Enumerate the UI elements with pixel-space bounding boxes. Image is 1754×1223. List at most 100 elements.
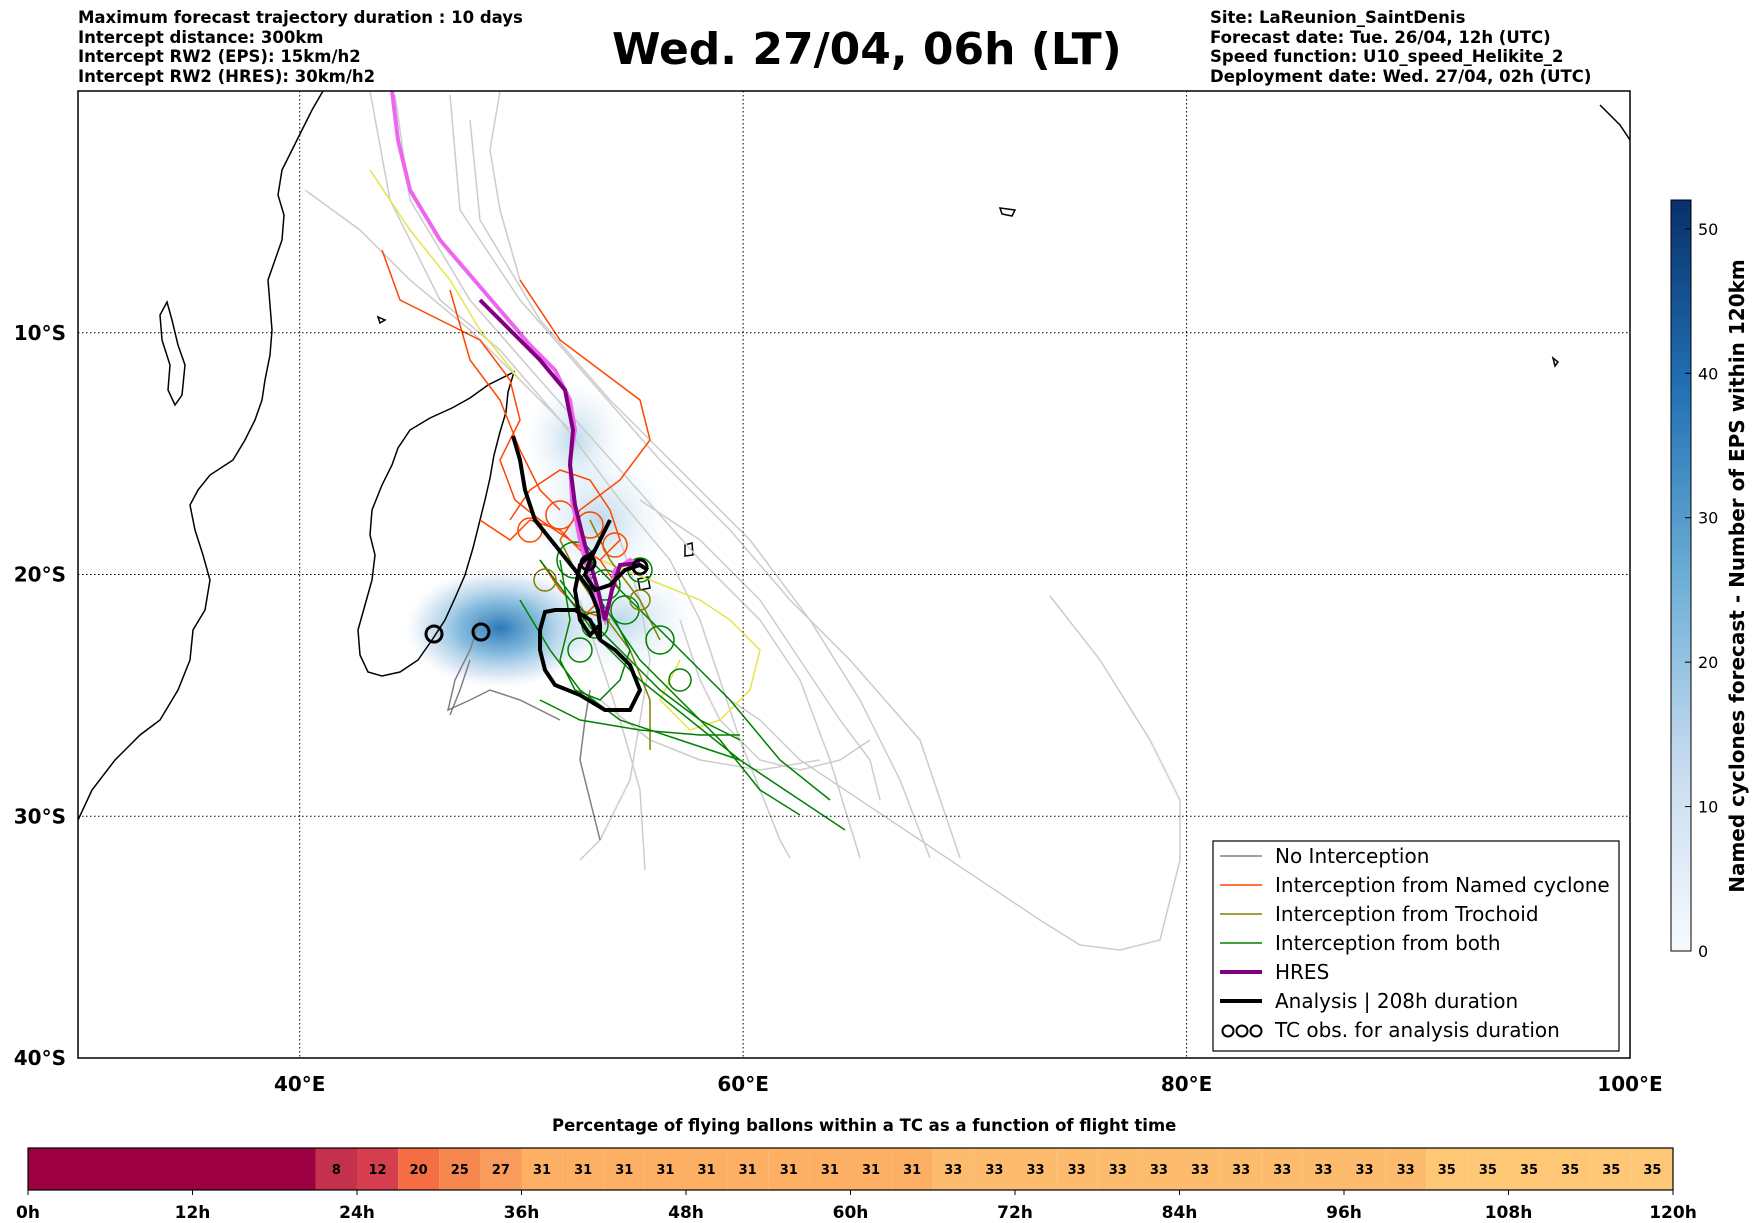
flight-bar-value: 35 xyxy=(1438,1163,1456,1178)
flight-bar-segment xyxy=(1344,1148,1386,1190)
lat-tick-labels: 10°S 20°S 30°S 40°S xyxy=(14,321,66,1070)
colorbar-tick-label: 0 xyxy=(1698,942,1708,961)
flight-bar-value: 8 xyxy=(332,1163,341,1178)
flight-bar-value: 31 xyxy=(780,1163,798,1178)
flight-bar-segment xyxy=(357,1148,399,1190)
flight-bar-value: 35 xyxy=(1561,1163,1579,1178)
flight-bar-segment xyxy=(1508,1148,1550,1190)
flight-bar-segment xyxy=(1097,1148,1139,1190)
legend-label: Interception from both xyxy=(1275,931,1501,955)
flight-bar-value: 33 xyxy=(1356,1163,1374,1178)
flight-bar-segment xyxy=(398,1148,440,1190)
legend-entry: No Interception xyxy=(1220,844,1429,868)
flight-bar-value: 31 xyxy=(862,1163,880,1178)
flight-bar-value: 35 xyxy=(1643,1163,1661,1178)
trajectories-yellow xyxy=(369,169,761,731)
flight-bar-value: 31 xyxy=(656,1163,674,1178)
legend-label: Interception from Trochoid xyxy=(1275,902,1539,926)
flight-bar-segment xyxy=(644,1148,686,1190)
lon-tick-label: 40°E xyxy=(274,1072,326,1096)
info-max-duration: Maximum forecast trajectory duration : 1… xyxy=(78,8,523,27)
lake-outline xyxy=(159,300,186,407)
info-deployment-date: Deployment date: Wed. 27/04, 02h (UTC) xyxy=(1210,66,1592,86)
legend: No Interception Interception from Named c… xyxy=(1212,840,1620,1052)
trajectories-no-interception xyxy=(446,619,601,841)
main-title: Wed. 27/04, 06h (LT) xyxy=(612,24,1122,75)
lat-tick-label: 30°S xyxy=(14,804,66,828)
flight-bar-segment xyxy=(562,1148,604,1190)
colorbar-gradient xyxy=(1670,199,1692,952)
coastline xyxy=(78,91,1630,821)
arabia-tip xyxy=(1599,104,1630,141)
flight-bar-value: 27 xyxy=(492,1163,510,1178)
flight-bar-value: 33 xyxy=(1109,1163,1127,1178)
madagascar-coast xyxy=(357,370,516,677)
info-intercept-eps: Intercept RW2 (EPS): 15km/h2 xyxy=(78,47,361,66)
flight-bar-value: 31 xyxy=(615,1163,633,1178)
flight-bar-segment xyxy=(480,1148,522,1190)
flight-bar-value: 31 xyxy=(739,1163,757,1178)
colorbar-tick-label: 50 xyxy=(1698,220,1718,239)
lat-tick-label: 20°S xyxy=(14,563,66,587)
analysis-trajectory xyxy=(511,435,650,712)
map-frame xyxy=(77,90,1631,1059)
flight-bar-axis-label: 120h xyxy=(1649,1203,1697,1223)
island-comoros xyxy=(376,315,387,325)
flight-bar-segment xyxy=(1261,1148,1303,1190)
tc-obs-marker xyxy=(424,624,444,644)
info-right-block: Site: LaReunion_SaintDenis Forecast date… xyxy=(1210,8,1591,86)
flight-bar-segment xyxy=(603,1148,645,1190)
flight-bar-segment xyxy=(1631,1148,1673,1190)
info-speed-function: Speed function: U10_speed_Helikite_2 xyxy=(1210,47,1564,66)
africa-coast xyxy=(78,91,324,821)
legend-entry: Interception from both xyxy=(1220,931,1501,955)
flight-bar-segment xyxy=(1056,1148,1098,1190)
colorbar-tick-label: 30 xyxy=(1698,509,1718,528)
flight-bar-axis-label: 12h xyxy=(175,1203,211,1223)
info-forecast-date: Forecast date: Tue. 26/04, 12h (UTC) xyxy=(1210,27,1551,47)
flight-bar-segment xyxy=(686,1148,728,1190)
flight-bar-segment xyxy=(932,1148,974,1190)
flight-bar-title: Percentage of flying ballons within a TC… xyxy=(552,1116,1177,1135)
lon-tick-label: 100°E xyxy=(1597,1072,1662,1096)
colorbar-tick-label: 40 xyxy=(1698,364,1718,383)
flight-bar-segment xyxy=(521,1148,563,1190)
tc-obs-marker xyxy=(631,558,649,576)
flight-bar-segment xyxy=(439,1148,481,1190)
tc-obs-legend-icon xyxy=(1249,1024,1263,1038)
tc-obs-marker xyxy=(579,554,597,572)
tc-obs-legend-icon xyxy=(1235,1024,1249,1038)
flight-bar-segment xyxy=(768,1148,810,1190)
flight-bar-segment xyxy=(809,1148,851,1190)
lat-tick-label: 10°S xyxy=(14,321,66,345)
flight-bar-value: 33 xyxy=(1191,1163,1209,1178)
lon-tick-label: 60°E xyxy=(717,1072,769,1096)
flight-bar-value: 31 xyxy=(698,1163,716,1178)
flight-bar-segment xyxy=(973,1148,1015,1190)
flight-bar-segment xyxy=(891,1148,933,1190)
info-left-block: Maximum forecast trajectory duration : 1… xyxy=(78,8,523,86)
flight-bar-value: 31 xyxy=(903,1163,921,1178)
flight-bar-segment xyxy=(315,1148,357,1190)
flight-bar-axis-label: 96h xyxy=(1326,1203,1362,1223)
legend-label: HRES xyxy=(1275,960,1329,984)
flight-bar-segment xyxy=(1426,1148,1468,1190)
flight-bar-value: 33 xyxy=(1150,1163,1168,1178)
flight-bar-value: 33 xyxy=(1068,1163,1086,1178)
trajectories-other xyxy=(304,91,1181,951)
flight-bar-segment xyxy=(1179,1148,1221,1190)
flight-bar-axis-label: 84h xyxy=(1162,1203,1198,1223)
flight-bar-segment xyxy=(1138,1148,1180,1190)
flight-bar-axis-label: 0h xyxy=(16,1203,40,1223)
legend-label: Analysis | 208h duration xyxy=(1275,989,1518,1013)
flight-bar-value: 25 xyxy=(451,1163,469,1178)
flight-bar-value: 33 xyxy=(944,1163,962,1178)
flight-bar-segment xyxy=(28,1148,316,1190)
flight-bar-value: 31 xyxy=(533,1163,551,1178)
flight-bar-value: 33 xyxy=(1232,1163,1250,1178)
flight-bar-value: 31 xyxy=(821,1163,839,1178)
flight-bar-value: 12 xyxy=(369,1163,387,1178)
flight-bar-value: 33 xyxy=(1397,1163,1415,1178)
colorbar-label: Named cyclones forecast - Number of EPS … xyxy=(1725,259,1749,893)
